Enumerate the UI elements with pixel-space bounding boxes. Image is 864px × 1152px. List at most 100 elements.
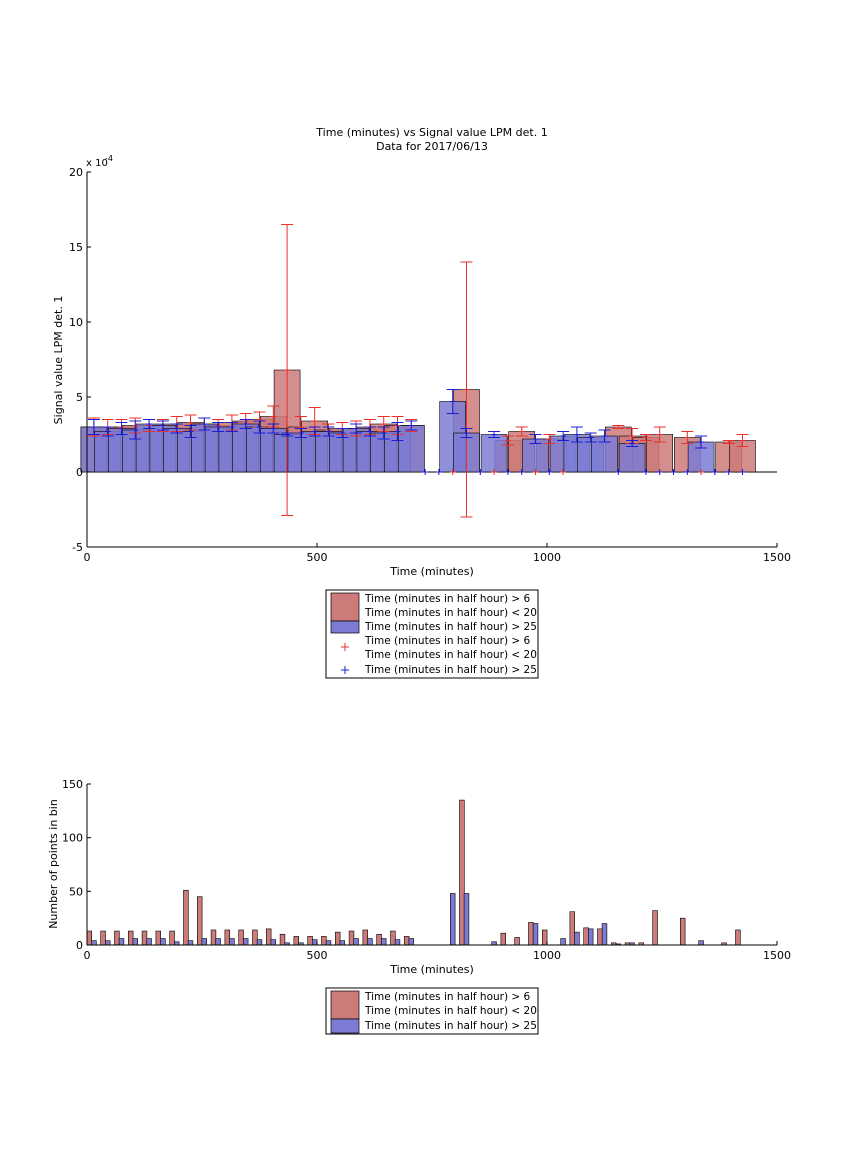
bottom-bar-red <box>334 931 341 946</box>
bottom-bar-red <box>141 930 148 946</box>
bottom-bar-red <box>279 933 286 946</box>
bottom-bar-red <box>348 930 355 946</box>
top-legend-swatch-red <box>330 592 360 622</box>
top-title-line1: Time (minutes) vs Signal value LPM det. … <box>315 126 547 139</box>
bottom-bar-blue <box>118 938 125 946</box>
bottom-legend: Time (minutes in half hour) > 6 Time (mi… <box>325 987 539 1035</box>
bottom-bar-red <box>86 930 93 946</box>
bottom-bar-blue <box>311 939 318 946</box>
bottom-x-tick-label: 500 <box>307 949 328 962</box>
bottom-bar-red <box>583 927 589 946</box>
top-legend-red-line2: Time (minutes in half hour) < 20 <box>364 607 537 619</box>
bottom-bar-blue <box>601 923 608 946</box>
bottom-bar-red <box>403 936 410 946</box>
top-bar-blue <box>618 443 646 473</box>
bottom-legend-blue-line1: Time (minutes in half hour) > 25 <box>364 1020 537 1032</box>
bottom-legend-red-line1: Time (minutes in half hour) > 6 <box>364 991 531 1003</box>
bottom-bar-red <box>597 928 603 946</box>
bottom-bar-red <box>321 936 327 946</box>
top-legend-blue-line1: Time (minutes in half hour) > 25 <box>364 621 537 633</box>
bottom-bar-blue <box>574 931 580 946</box>
bottom-x-tick-label: 1000 <box>533 949 561 962</box>
top-legend-rederr-line1: Time (minutes in half hour) > 6 <box>364 635 531 647</box>
bottom-bar-blue <box>367 938 373 946</box>
bottom-bar-red <box>528 922 534 946</box>
bottom-bar-blue <box>698 940 704 946</box>
top-exponent-base: x 10 <box>86 158 108 169</box>
bottom-bar-blue <box>463 893 470 946</box>
top-x-tick-label: 1000 <box>533 551 561 564</box>
top-error-bars <box>87 224 749 518</box>
bottom-bar-blue <box>339 940 345 946</box>
top-y-tick-label: -5 <box>72 541 83 554</box>
bottom-bar-blue <box>394 939 401 946</box>
bottom-bar-blue <box>587 928 594 946</box>
bottom-bar-red <box>155 930 161 946</box>
bottom-bar-blue <box>560 938 566 946</box>
bottom-bar-red <box>569 911 576 946</box>
bottom-y-tick-label: 100 <box>62 832 83 845</box>
top-x-tick-label: 1500 <box>763 551 791 564</box>
bottom-bar-red <box>224 929 230 946</box>
top-bar-blue <box>480 434 508 473</box>
top-y-tick-label: 20 <box>69 166 83 179</box>
bottom-bar-red <box>114 930 120 946</box>
bottom-bar-blue <box>380 938 387 946</box>
bottom-legend-red-line2: Time (minutes in half hour) < 20 <box>364 1005 537 1017</box>
bottom-bar-red <box>210 929 217 946</box>
bottom-bar-red <box>100 930 106 946</box>
bottom-bar-red <box>514 937 520 946</box>
bottom-bar-red <box>197 896 203 946</box>
bottom-bar-blue <box>449 893 456 946</box>
top-legend-box <box>325 589 539 679</box>
top-bar-blue <box>522 438 549 473</box>
top-x-tick-label: 0 <box>84 551 91 564</box>
bottom-bar-blue <box>353 938 359 946</box>
bottom-bar-blue <box>160 938 166 946</box>
top-title-line2: Data for 2017/06/13 <box>376 140 488 153</box>
bottom-bar-red <box>500 932 506 946</box>
bottom-x-tick-label: 1500 <box>763 949 791 962</box>
top-y-tick-label: 5 <box>76 391 83 404</box>
bottom-bar-blue <box>270 939 276 946</box>
top-legend-blueerr-line1: Time (minutes in half hour) > 25 <box>364 664 537 676</box>
top-exponent-label: x 10 -4 <box>86 154 113 169</box>
bottom-bar-blue <box>408 938 414 946</box>
top-legend: Time (minutes in half hour) > 6 Time (mi… <box>325 589 539 679</box>
top-y-tick-label: 15 <box>69 241 83 254</box>
bottom-bar-red <box>128 930 134 946</box>
bottom-bar-blue <box>215 938 221 946</box>
bottom-bar-blue <box>187 940 194 946</box>
top-ylabel: Signal value LPM det. 1 <box>52 296 65 425</box>
bottom-bar-blue <box>229 938 235 946</box>
bottom-bar-red <box>293 936 299 946</box>
top-bar-blue <box>397 425 425 473</box>
bottom-bar-red <box>652 910 658 946</box>
bottom-y-tick-label: 0 <box>76 939 83 952</box>
bottom-x-tick-label: 0 <box>84 949 91 962</box>
top-y-tick-label: 10 <box>69 316 83 329</box>
top-legend-red-line1: Time (minutes in half hour) > 6 <box>364 593 531 605</box>
bottom-bar-red <box>252 929 258 946</box>
bottom-bar-red <box>735 929 741 946</box>
bottom-bar-blue <box>243 938 249 946</box>
bottom-bar-red <box>183 889 189 946</box>
bottom-bar-red <box>376 933 382 946</box>
top-exponent-power: -4 <box>105 154 113 163</box>
bottom-bar-blue <box>201 938 207 946</box>
bottom-bar-blue <box>532 923 539 946</box>
bottom-y-tick-label: 150 <box>62 778 83 791</box>
bottom-bar-red <box>541 929 548 946</box>
bottom-bar-blue <box>325 940 332 946</box>
bottom-bar-blue <box>105 940 111 946</box>
bottom-bar-red <box>459 799 465 946</box>
top-legend-red-plus-icon <box>341 643 349 651</box>
bottom-ylabel: Number of points in bin <box>47 799 60 929</box>
top-legend-rederr-line2: Time (minutes in half hour) < 20 <box>364 649 537 661</box>
top-legend-swatch-blue <box>330 620 360 634</box>
bottom-bar-red <box>169 930 175 946</box>
bottom-bar-blue <box>132 938 138 946</box>
bottom-xlabel: Time (minutes) <box>389 963 474 976</box>
